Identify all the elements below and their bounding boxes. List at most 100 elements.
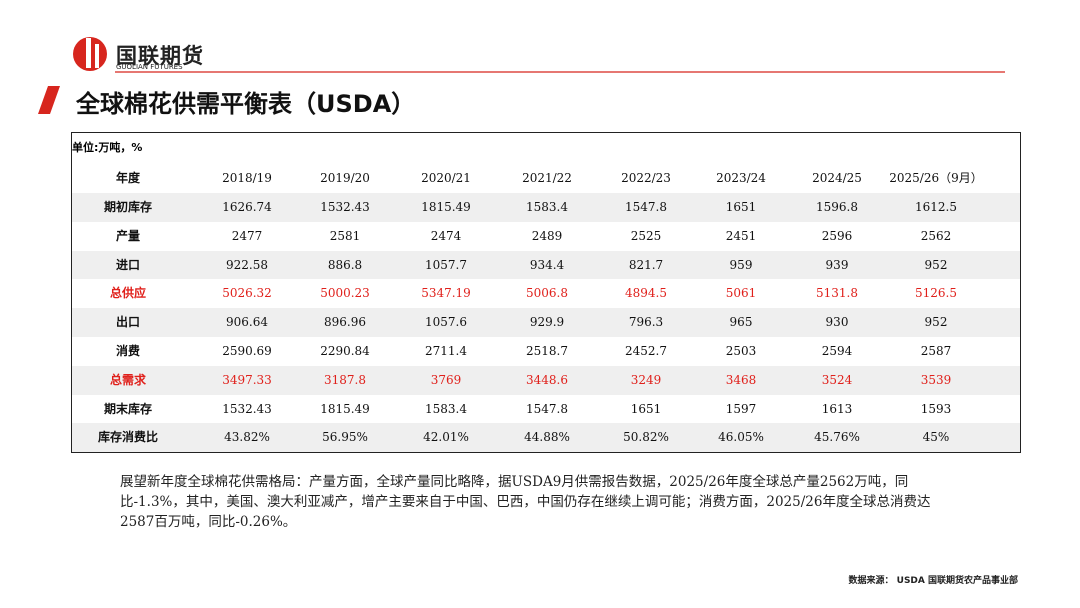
table-cell: 3187.8 bbox=[324, 372, 366, 387]
table-cell: 2594 bbox=[821, 344, 853, 358]
table-cell: 952 bbox=[924, 315, 948, 330]
table-cell: 1626.74 bbox=[222, 200, 272, 214]
table-cell: 959 bbox=[729, 257, 753, 272]
column-header: 2021/22 bbox=[522, 171, 572, 185]
table-cell: 50.82% bbox=[623, 430, 669, 445]
table-row: 期初库存 1626.74 1532.43 1815.49 1583.4 1547.8 165… bbox=[72, 193, 1020, 222]
table-cell: 1596.8 bbox=[816, 200, 858, 214]
table-row: 期末库存 1532.43 1815.49 1583.4 1547.8 1651 1597 16… bbox=[72, 394, 1020, 424]
table-row: 产量 2477 2581 2474 2489 2525 2451 2596 2562 bbox=[72, 221, 1020, 251]
table-cell: 2474 bbox=[430, 228, 462, 243]
table-cell: 952 bbox=[924, 257, 948, 272]
column-header: 年度 bbox=[115, 171, 140, 185]
header-graphics bbox=[38, 37, 1005, 114]
table-cell: 821.7 bbox=[628, 257, 664, 272]
table-cell: 2587 bbox=[920, 344, 952, 358]
table-cell: 5347.19 bbox=[421, 286, 471, 301]
table-cell: 43.82% bbox=[224, 430, 270, 445]
table-cell: 45% bbox=[922, 430, 950, 445]
row-label: 库存消费比 bbox=[97, 430, 158, 445]
table-cell: 1651 bbox=[630, 401, 662, 416]
table-cell: 5131.8 bbox=[816, 286, 858, 301]
table-cell: 56.95% bbox=[322, 430, 368, 445]
title-marker bbox=[38, 86, 60, 114]
table-row: 出口 906.64 896.96 1057.6 929.9 796.3 965 930 952 bbox=[72, 308, 1020, 338]
column-header: 2023/24 bbox=[716, 171, 766, 185]
table-cell: 1815.49 bbox=[320, 401, 370, 416]
source: 数据来源： USDA 国联期货农产品事业部 bbox=[848, 576, 1019, 586]
table-cell: 44.88% bbox=[524, 430, 570, 445]
table-cell: 2477 bbox=[231, 228, 263, 243]
table-row: 总需求 3497.33 3187.8 3769 3448.6 3249 3468 3524 35… bbox=[72, 365, 1020, 395]
column-header: 2025/26（9月） bbox=[889, 171, 983, 185]
table-cell: 5026.32 bbox=[222, 286, 272, 301]
table-cell: 1612.5 bbox=[915, 200, 957, 214]
row-label: 产量 bbox=[115, 228, 140, 243]
column-header: 2024/25 bbox=[812, 171, 862, 185]
column-header: 2019/20 bbox=[320, 171, 370, 185]
table-cell: 886.8 bbox=[327, 257, 363, 272]
row-label: 期初库存 bbox=[103, 200, 152, 214]
brand: 国联期货 bbox=[116, 44, 204, 68]
table-cell: 3524 bbox=[821, 372, 853, 387]
table-cell: 1547.8 bbox=[625, 200, 667, 214]
column-header: 2020/21 bbox=[421, 171, 471, 185]
table-cell: 4894.5 bbox=[625, 286, 667, 301]
table-cell: 922.58 bbox=[226, 257, 268, 272]
table-cell: 930 bbox=[825, 315, 849, 330]
table-cell: 1532.43 bbox=[222, 401, 272, 416]
table-cell: 1583.4 bbox=[526, 200, 568, 214]
table-cell: 796.3 bbox=[628, 315, 664, 330]
table-cell: 1593 bbox=[920, 401, 952, 416]
table-cell: 2518.7 bbox=[526, 344, 568, 358]
row-label: 总需求 bbox=[109, 372, 146, 387]
table-row: 消费 2590.69 2290.84 2711.4 2518.7 2452.7 2503 25… bbox=[72, 337, 1020, 366]
table-cell: 42.01% bbox=[423, 430, 469, 445]
table-cell: 5006.8 bbox=[526, 286, 568, 301]
table-cell: 3448.6 bbox=[526, 372, 568, 387]
table-cell: 45.76% bbox=[814, 430, 860, 445]
table-cell: 1651 bbox=[725, 200, 757, 214]
table-cell: 2290.84 bbox=[320, 344, 370, 358]
brand-en: GUOLIAN FUTURES bbox=[116, 63, 183, 71]
row-label: 进口 bbox=[115, 257, 140, 272]
table-cell: 929.9 bbox=[529, 315, 565, 330]
table-cell: 2711.4 bbox=[425, 344, 467, 358]
table-cell: 1057.7 bbox=[425, 257, 467, 272]
table-cell: 1597 bbox=[725, 401, 757, 416]
table-cell: 1532.43 bbox=[320, 200, 370, 214]
table-cell: 2590.69 bbox=[222, 344, 272, 358]
table-cell: 3497.33 bbox=[222, 372, 272, 387]
row-label: 总供应 bbox=[109, 286, 146, 301]
table-cell: 5000.23 bbox=[320, 286, 370, 301]
table-cell: 2489 bbox=[531, 228, 563, 243]
table-cell: 2451 bbox=[725, 228, 757, 243]
table-cell: 1613 bbox=[821, 401, 853, 416]
table-cell: 3249 bbox=[630, 372, 662, 387]
column-header: 2022/23 bbox=[621, 171, 671, 185]
table-cell: 906.64 bbox=[226, 315, 268, 330]
table-cell: 2562 bbox=[920, 228, 952, 243]
table-cell: 2452.7 bbox=[625, 344, 667, 358]
table-cell: 896.96 bbox=[324, 315, 366, 330]
table-cell: 2525 bbox=[630, 228, 662, 243]
table-cell: 2596 bbox=[821, 228, 853, 243]
table-row: 进口 922.58 886.8 1057.7 934.4 821.7 959 939 952 bbox=[72, 250, 1020, 280]
table-cell: 3468 bbox=[725, 372, 757, 387]
table-cell: 3769 bbox=[430, 372, 462, 387]
title: 全球棉花供需平衡表（USDA） bbox=[76, 90, 416, 118]
table: 单位:万吨，% 年度 2018/19 2019/20 2020/21 2021/22 20… bbox=[71, 132, 1021, 453]
table-cell: 3539 bbox=[920, 372, 952, 387]
row-label: 出口 bbox=[115, 315, 140, 330]
table-cell: 5126.5 bbox=[915, 286, 957, 301]
table-cell: 1815.49 bbox=[421, 200, 471, 214]
table-cell: 1057.6 bbox=[425, 315, 467, 330]
table-cell: 934.4 bbox=[529, 257, 565, 272]
table-cell: 5061 bbox=[725, 286, 757, 301]
logo-stroke bbox=[95, 44, 99, 68]
table-row: 库存消费比 43.82% 56.95% 42.01% 44.88% 50.82% 46.05… bbox=[72, 423, 1020, 453]
table-cell: 2581 bbox=[329, 228, 361, 243]
table-row: 总供应 5026.32 5000.23 5347.19 5006.8 4894.5 5061… bbox=[72, 279, 1020, 309]
table-cell: 46.05% bbox=[718, 430, 764, 445]
